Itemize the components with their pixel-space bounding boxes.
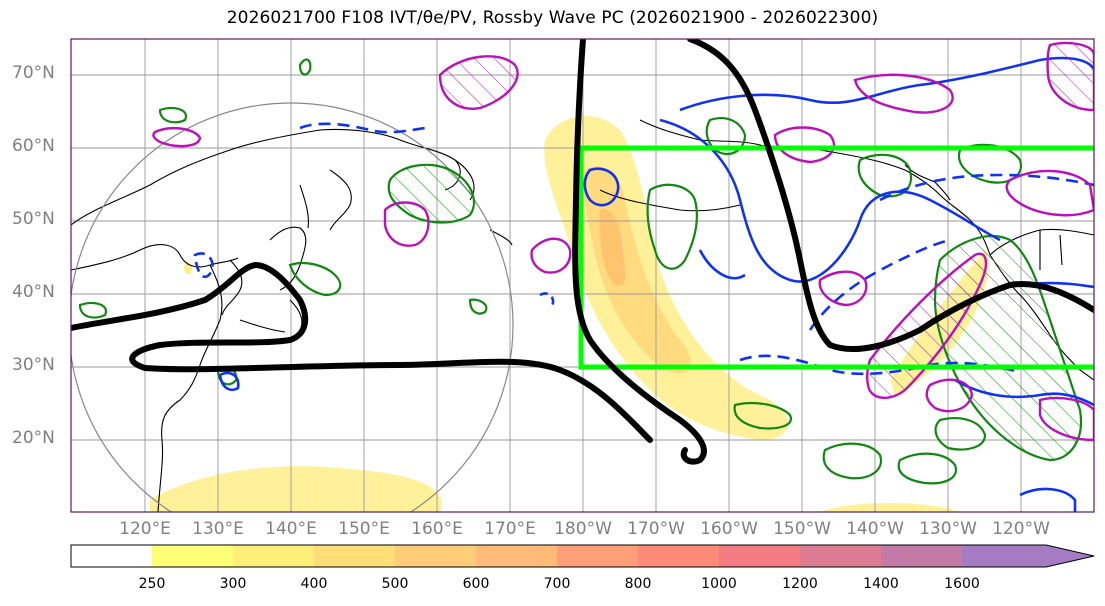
- colorbar-segment: [395, 545, 476, 567]
- colorbar-tick-label: 1200: [782, 576, 818, 592]
- lon-label-180w: 180°W: [554, 519, 612, 539]
- lon-label-140w: 140°W: [846, 519, 904, 539]
- colorbar-tick-label: 800: [624, 576, 652, 592]
- map-frame: [70, 38, 1095, 513]
- colorbar-segment: [962, 545, 1046, 567]
- lat-label-40n: 40°N: [12, 282, 55, 302]
- colorbar-tick-label: 300: [219, 576, 247, 592]
- range-circle: [71, 102, 514, 512]
- lon-label-120w: 120°W: [992, 519, 1050, 539]
- colorbar-tick-label: 1400: [863, 576, 899, 592]
- colorbar-tick-label: 700: [543, 576, 571, 592]
- map-title: 2026021700 F108 IVT/θe/PV, Rossby Wave P…: [226, 8, 879, 28]
- colorbar-segment: [233, 545, 314, 567]
- colorbar-tick-label: 600: [462, 576, 490, 592]
- colorbar: [70, 544, 1095, 568]
- lat-label-50n: 50°N: [12, 209, 55, 229]
- region-box: [578, 145, 1094, 370]
- lon-label-120e: 120°E: [119, 519, 171, 539]
- colorbar-segment: [152, 545, 233, 567]
- ivt-shading: [150, 116, 989, 512]
- lon-label-170w: 170°W: [627, 519, 685, 539]
- lon-label-150e: 150°E: [338, 519, 390, 539]
- lat-label-70n: 70°N: [12, 63, 55, 83]
- colorbar-segment: [881, 545, 962, 567]
- colorbar-segment: [314, 545, 395, 567]
- colorbar-tick-label: 500: [381, 576, 409, 592]
- lon-label-160w: 160°W: [700, 519, 758, 539]
- lat-label-30n: 30°N: [12, 355, 55, 375]
- colorbar-segment: [800, 545, 881, 567]
- colorbar-tick-label: 1000: [701, 576, 737, 592]
- colorbar-tick-label: 400: [300, 576, 328, 592]
- colorbar-tick-label: 250: [138, 576, 166, 592]
- colorbar-tick-label: 1600: [944, 576, 980, 592]
- colorbar-segment: [557, 545, 638, 567]
- colorbar-segment: [476, 545, 557, 567]
- lat-label-20n: 20°N: [12, 428, 55, 448]
- lon-label-170e: 170°E: [484, 519, 536, 539]
- lon-label-160e: 160°E: [411, 519, 463, 539]
- lon-label-140e: 140°E: [265, 519, 317, 539]
- colorbar-segment: [638, 545, 719, 567]
- colorbar-segment: [719, 545, 800, 567]
- lat-label-60n: 60°N: [12, 136, 55, 156]
- lon-label-130w: 130°W: [919, 519, 977, 539]
- lon-label-130e: 130°E: [192, 519, 244, 539]
- lon-label-150w: 150°W: [773, 519, 831, 539]
- black-contours: [71, 39, 1094, 465]
